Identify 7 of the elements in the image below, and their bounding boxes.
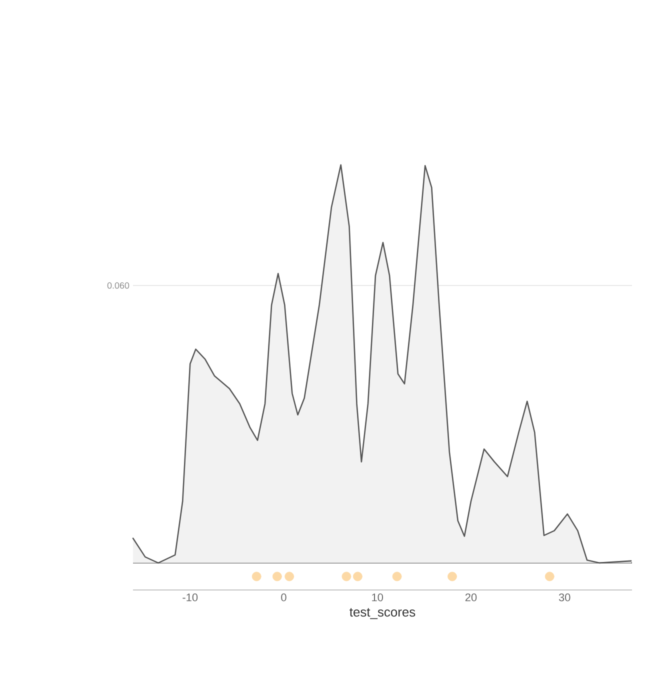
x-tick-label: 0 <box>281 594 286 602</box>
x-tick-label: 10 <box>372 594 384 602</box>
x-axis-title: test_scores <box>350 608 416 620</box>
x-tick-label: 20 <box>465 594 477 602</box>
text: 0.060 <box>107 282 130 289</box>
x-tick-label: 30 <box>558 594 570 602</box>
x-tick-label: -10 <box>182 594 198 602</box>
